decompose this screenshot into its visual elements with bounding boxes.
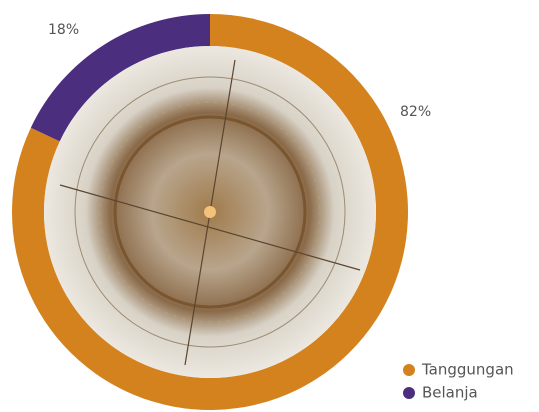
donut-slice [30, 14, 211, 142]
center-image [44, 46, 376, 378]
legend-label: Belanja [422, 384, 478, 402]
value-label: 82% [400, 104, 431, 120]
legend-label: Tanggungan [421, 361, 514, 379]
legend-marker [403, 364, 415, 376]
legend-marker [403, 387, 415, 399]
value-label: 18% [48, 22, 79, 38]
